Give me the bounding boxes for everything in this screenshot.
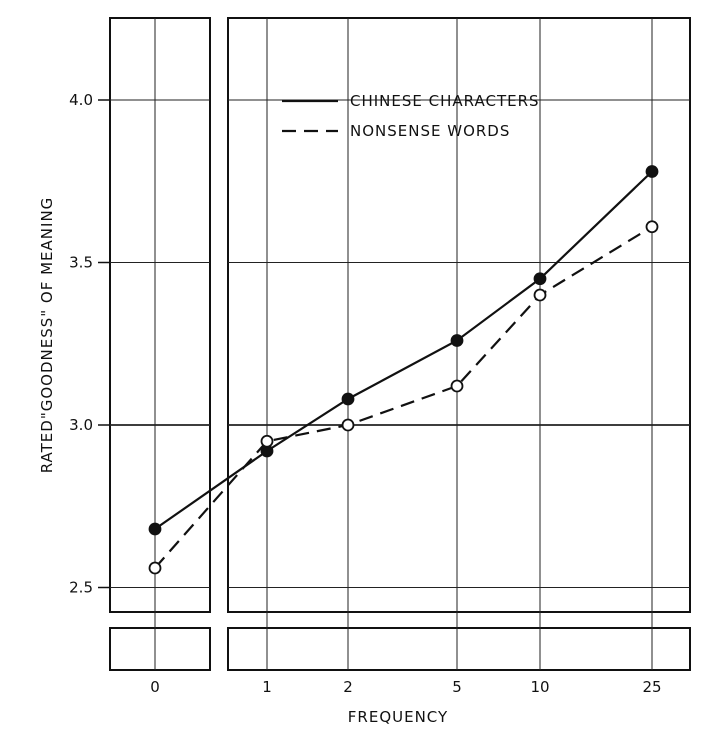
x-tick-labels: 0 1 2 5 10 25 (150, 678, 661, 696)
gridlines (98, 18, 690, 670)
y-tick-label-3-0: 3.0 (69, 416, 93, 434)
data-point-nonsense-words-2 (341, 418, 355, 432)
data-point-chinese-characters-2 (341, 392, 355, 406)
plot-frames (109, 17, 691, 671)
data-point-nonsense-words-1 (260, 434, 274, 448)
data-point-chinese-characters-10 (533, 272, 547, 286)
data-point-nonsense-words-10 (533, 288, 547, 302)
y-axis-label: RATED"GOODNESS" OF MEANING (38, 197, 56, 474)
data-point-chinese-characters-25 (645, 165, 659, 178)
x-tick-label-5: 5 (452, 678, 462, 696)
series-line-chinese-characters (154, 170, 653, 530)
x-tick-label-2: 2 (343, 678, 353, 696)
x-tick-label-10: 10 (530, 678, 549, 696)
x-axis-label: FREQUENCY (348, 708, 448, 726)
data-point-nonsense-words-0 (148, 561, 162, 575)
y-tick-label-3-5: 3.5 (69, 254, 93, 272)
x-tick-label-25: 25 (642, 678, 661, 696)
axis-strip-left (109, 627, 211, 671)
legend-label-nonsense-words: NONSENSE WORDS (350, 122, 510, 140)
legend: CHINESE CHARACTERS NONSENSE WORDS (282, 92, 540, 140)
axis-strip-right (227, 627, 691, 671)
y-tick-label-4-0: 4.0 (69, 91, 93, 109)
data-point-chinese-characters-5 (450, 334, 464, 347)
x-tick-label-1: 1 (262, 678, 272, 696)
data-point-nonsense-words-5 (450, 379, 464, 393)
series-lines (154, 170, 653, 569)
series-line-nonsense-words (154, 225, 653, 569)
series-markers (148, 165, 659, 575)
y-tick-labels: 2.5 3.0 3.5 4.0 (69, 91, 93, 597)
plot-panel-left (109, 17, 211, 613)
legend-label-chinese-characters: CHINESE CHARACTERS (350, 92, 540, 110)
plot-panel-right (227, 17, 691, 613)
data-point-nonsense-words-25 (645, 220, 659, 234)
x-tick-label-0: 0 (150, 678, 160, 696)
y-tick-label-2-5: 2.5 (69, 579, 93, 597)
data-point-chinese-characters-0 (148, 522, 162, 536)
